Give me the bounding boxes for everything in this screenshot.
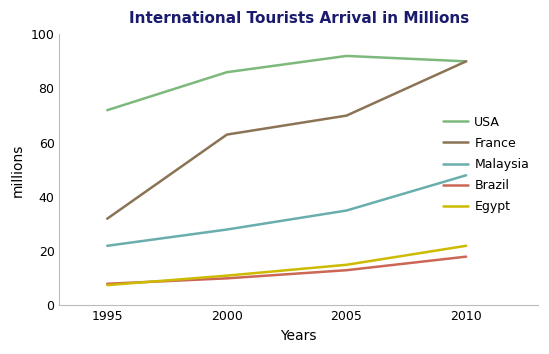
Legend: USA, France, Malaysia, Brazil, Egypt: USA, France, Malaysia, Brazil, Egypt <box>443 116 529 213</box>
Line: USA: USA <box>107 56 466 110</box>
Line: Egypt: Egypt <box>107 246 466 285</box>
Brazil <box>463 255 469 259</box>
Y-axis label: millions: millions <box>11 143 25 196</box>
Egypt <box>223 274 230 278</box>
Egypt <box>463 244 469 248</box>
Line: France: France <box>107 61 466 219</box>
Malaysia <box>223 227 230 232</box>
France <box>223 132 230 137</box>
Brazil <box>104 282 110 286</box>
Malaysia <box>104 244 110 248</box>
France <box>463 59 469 63</box>
Egypt <box>104 283 110 287</box>
USA <box>104 108 110 112</box>
USA <box>223 70 230 74</box>
X-axis label: Years: Years <box>281 329 317 343</box>
USA <box>463 59 469 63</box>
Brazil <box>343 268 350 272</box>
Egypt <box>343 263 350 267</box>
Line: Malaysia: Malaysia <box>107 175 466 246</box>
USA <box>343 54 350 58</box>
Malaysia <box>463 173 469 177</box>
Malaysia <box>343 209 350 213</box>
Title: International Tourists Arrival in Millions: International Tourists Arrival in Millio… <box>128 11 469 26</box>
Line: Brazil: Brazil <box>107 257 466 284</box>
France <box>343 114 350 118</box>
France <box>104 217 110 221</box>
Brazil <box>223 276 230 280</box>
